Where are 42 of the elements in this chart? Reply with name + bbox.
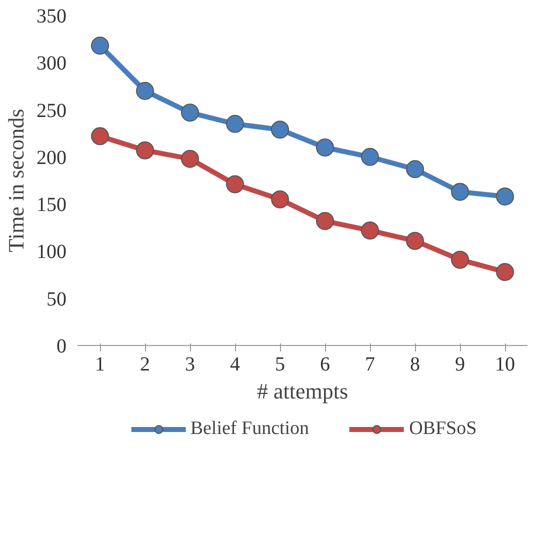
y-tick-label: 50 xyxy=(46,288,66,310)
x-tick-label: 6 xyxy=(320,354,330,376)
x-tick-label: 9 xyxy=(455,354,465,376)
point xyxy=(451,250,469,269)
y-tick-label: 350 xyxy=(36,6,66,28)
point xyxy=(496,262,514,281)
legend-label: Belief Function xyxy=(190,418,310,440)
point xyxy=(316,138,334,156)
x-tick-label: 2 xyxy=(140,354,150,376)
point xyxy=(136,82,154,100)
point xyxy=(406,232,424,250)
x-tick-label: 7 xyxy=(365,354,375,376)
point xyxy=(91,36,109,55)
y-tick-label: 100 xyxy=(36,241,66,264)
point xyxy=(361,148,379,166)
x-tick-label: 8 xyxy=(410,354,420,376)
x-tick-label: 1 xyxy=(95,354,105,376)
x-tick-label: 10 xyxy=(495,354,515,376)
point xyxy=(271,190,289,208)
point xyxy=(406,160,424,178)
point xyxy=(361,221,379,240)
point xyxy=(226,114,244,133)
point xyxy=(451,182,469,201)
y-axis-title: Time in seconds xyxy=(4,108,28,252)
point xyxy=(316,212,334,230)
x-tick-label: 5 xyxy=(275,354,285,376)
y-tick-label: 200 xyxy=(36,146,66,169)
x-tick-label: 3 xyxy=(185,354,195,376)
y-tick-label: 150 xyxy=(36,194,66,216)
x-axis-title: # attempts xyxy=(256,378,348,404)
point xyxy=(136,141,154,160)
x-tick-label: 4 xyxy=(230,354,240,376)
y-tick-label: 250 xyxy=(36,100,66,122)
point xyxy=(181,104,199,122)
y-tick-label: 300 xyxy=(36,52,66,75)
point xyxy=(181,150,199,168)
point xyxy=(271,120,289,139)
legend-label: OBFSoS xyxy=(409,418,477,440)
point xyxy=(91,127,109,146)
point xyxy=(496,188,514,206)
y-tick-label: 0 xyxy=(56,336,66,358)
point xyxy=(226,175,244,194)
